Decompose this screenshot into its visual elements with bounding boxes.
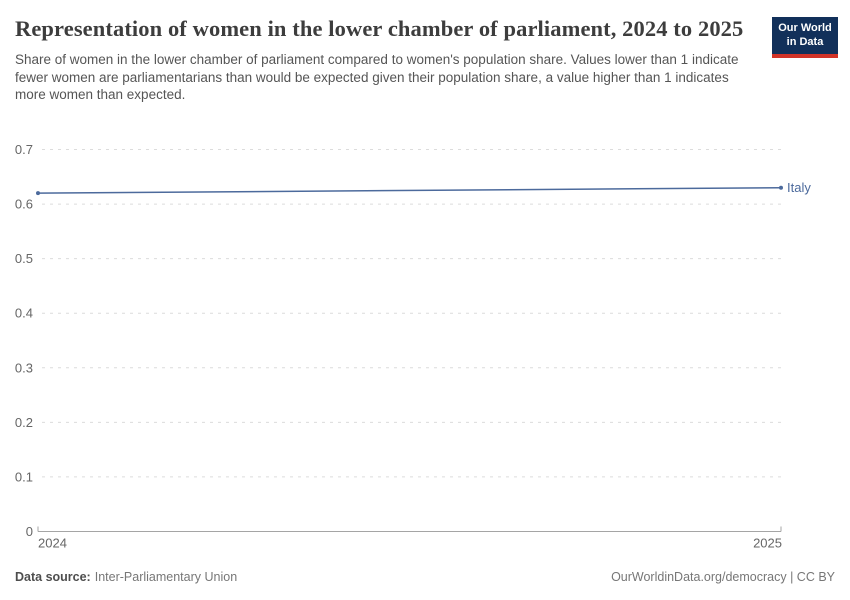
owid-logo-line2: in Data	[786, 35, 824, 48]
footer-attribution: OurWorldinData.org/democracy | CC BY	[611, 570, 835, 584]
chart-title: Representation of women in the lower cha…	[15, 16, 744, 41]
x-tick-label: 2025	[753, 536, 782, 551]
data-source-value: Inter-Parliamentary Union	[94, 570, 238, 584]
y-tick-label: 0.5	[15, 251, 33, 266]
y-tick-label: 0.2	[15, 415, 33, 430]
chart-svg: 0 0.1 0.2 0.3 0.4 0.5 0.6 0.7 2024 2025 Italy	[15, 142, 811, 551]
series-point	[36, 191, 40, 196]
owid-logo: Our World in Data	[772, 17, 838, 58]
y-tick-label: 0.3	[15, 360, 33, 375]
y-tick-label: 0	[26, 524, 33, 539]
owid-logo-line1: Our World	[778, 22, 832, 34]
x-tick-label: 2024	[38, 536, 67, 551]
chart-subtitle: Share of women in the lower chamber of p…	[15, 51, 739, 103]
series-end-label: Italy	[787, 180, 811, 195]
data-source-label: Data source:	[15, 570, 91, 584]
chart-footer: Data source: Inter-Parliamentary Union Ou…	[15, 570, 835, 584]
y-tick-label: 0.7	[15, 142, 33, 157]
y-tick-label: 0.6	[15, 197, 33, 212]
data-source: Data source: Inter-Parliamentary Union	[15, 570, 237, 584]
y-tick-label: 0.4	[15, 306, 33, 321]
series-line	[37, 186, 782, 194]
chart-header: Representation of women in the lower cha…	[15, 14, 760, 104]
series-point	[779, 185, 783, 190]
y-tick-label: 0.1	[15, 469, 33, 484]
chart-area: 0 0.1 0.2 0.3 0.4 0.5 0.6 0.7 2024 2025 Italy	[0, 140, 850, 565]
